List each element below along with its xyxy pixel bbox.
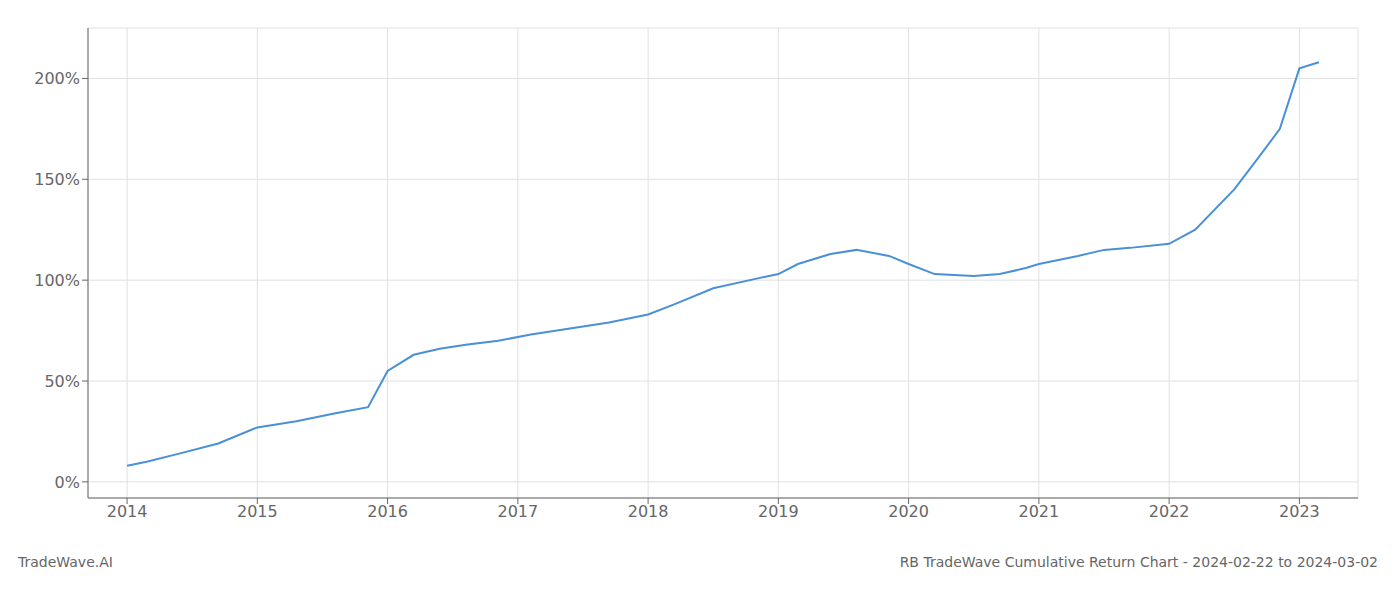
svg-text:150%: 150% bbox=[34, 170, 80, 189]
svg-text:2017: 2017 bbox=[497, 502, 538, 521]
html-text:RB TradeWave Cumulative Return: RB TradeWave Cumulative Return Chart - 2… bbox=[899, 554, 1378, 570]
svg-text:2016: 2016 bbox=[367, 502, 408, 521]
svg-text:2021: 2021 bbox=[1019, 502, 1060, 521]
svg-text:0%: 0% bbox=[55, 473, 80, 492]
svg-text:50%: 50% bbox=[44, 372, 80, 391]
svg-text:2015: 2015 bbox=[237, 502, 278, 521]
svg-text:2020: 2020 bbox=[888, 502, 929, 521]
svg-text:2019: 2019 bbox=[758, 502, 799, 521]
html-text:TradeWave.AI: TradeWave.AI bbox=[18, 554, 113, 570]
svg-text:2014: 2014 bbox=[107, 502, 148, 521]
svg-text:2023: 2023 bbox=[1279, 502, 1320, 521]
svg-text:200%: 200% bbox=[34, 69, 80, 88]
svg-text:100%: 100% bbox=[34, 271, 80, 290]
svg-text:2022: 2022 bbox=[1149, 502, 1190, 521]
svg-text:2018: 2018 bbox=[628, 502, 669, 521]
